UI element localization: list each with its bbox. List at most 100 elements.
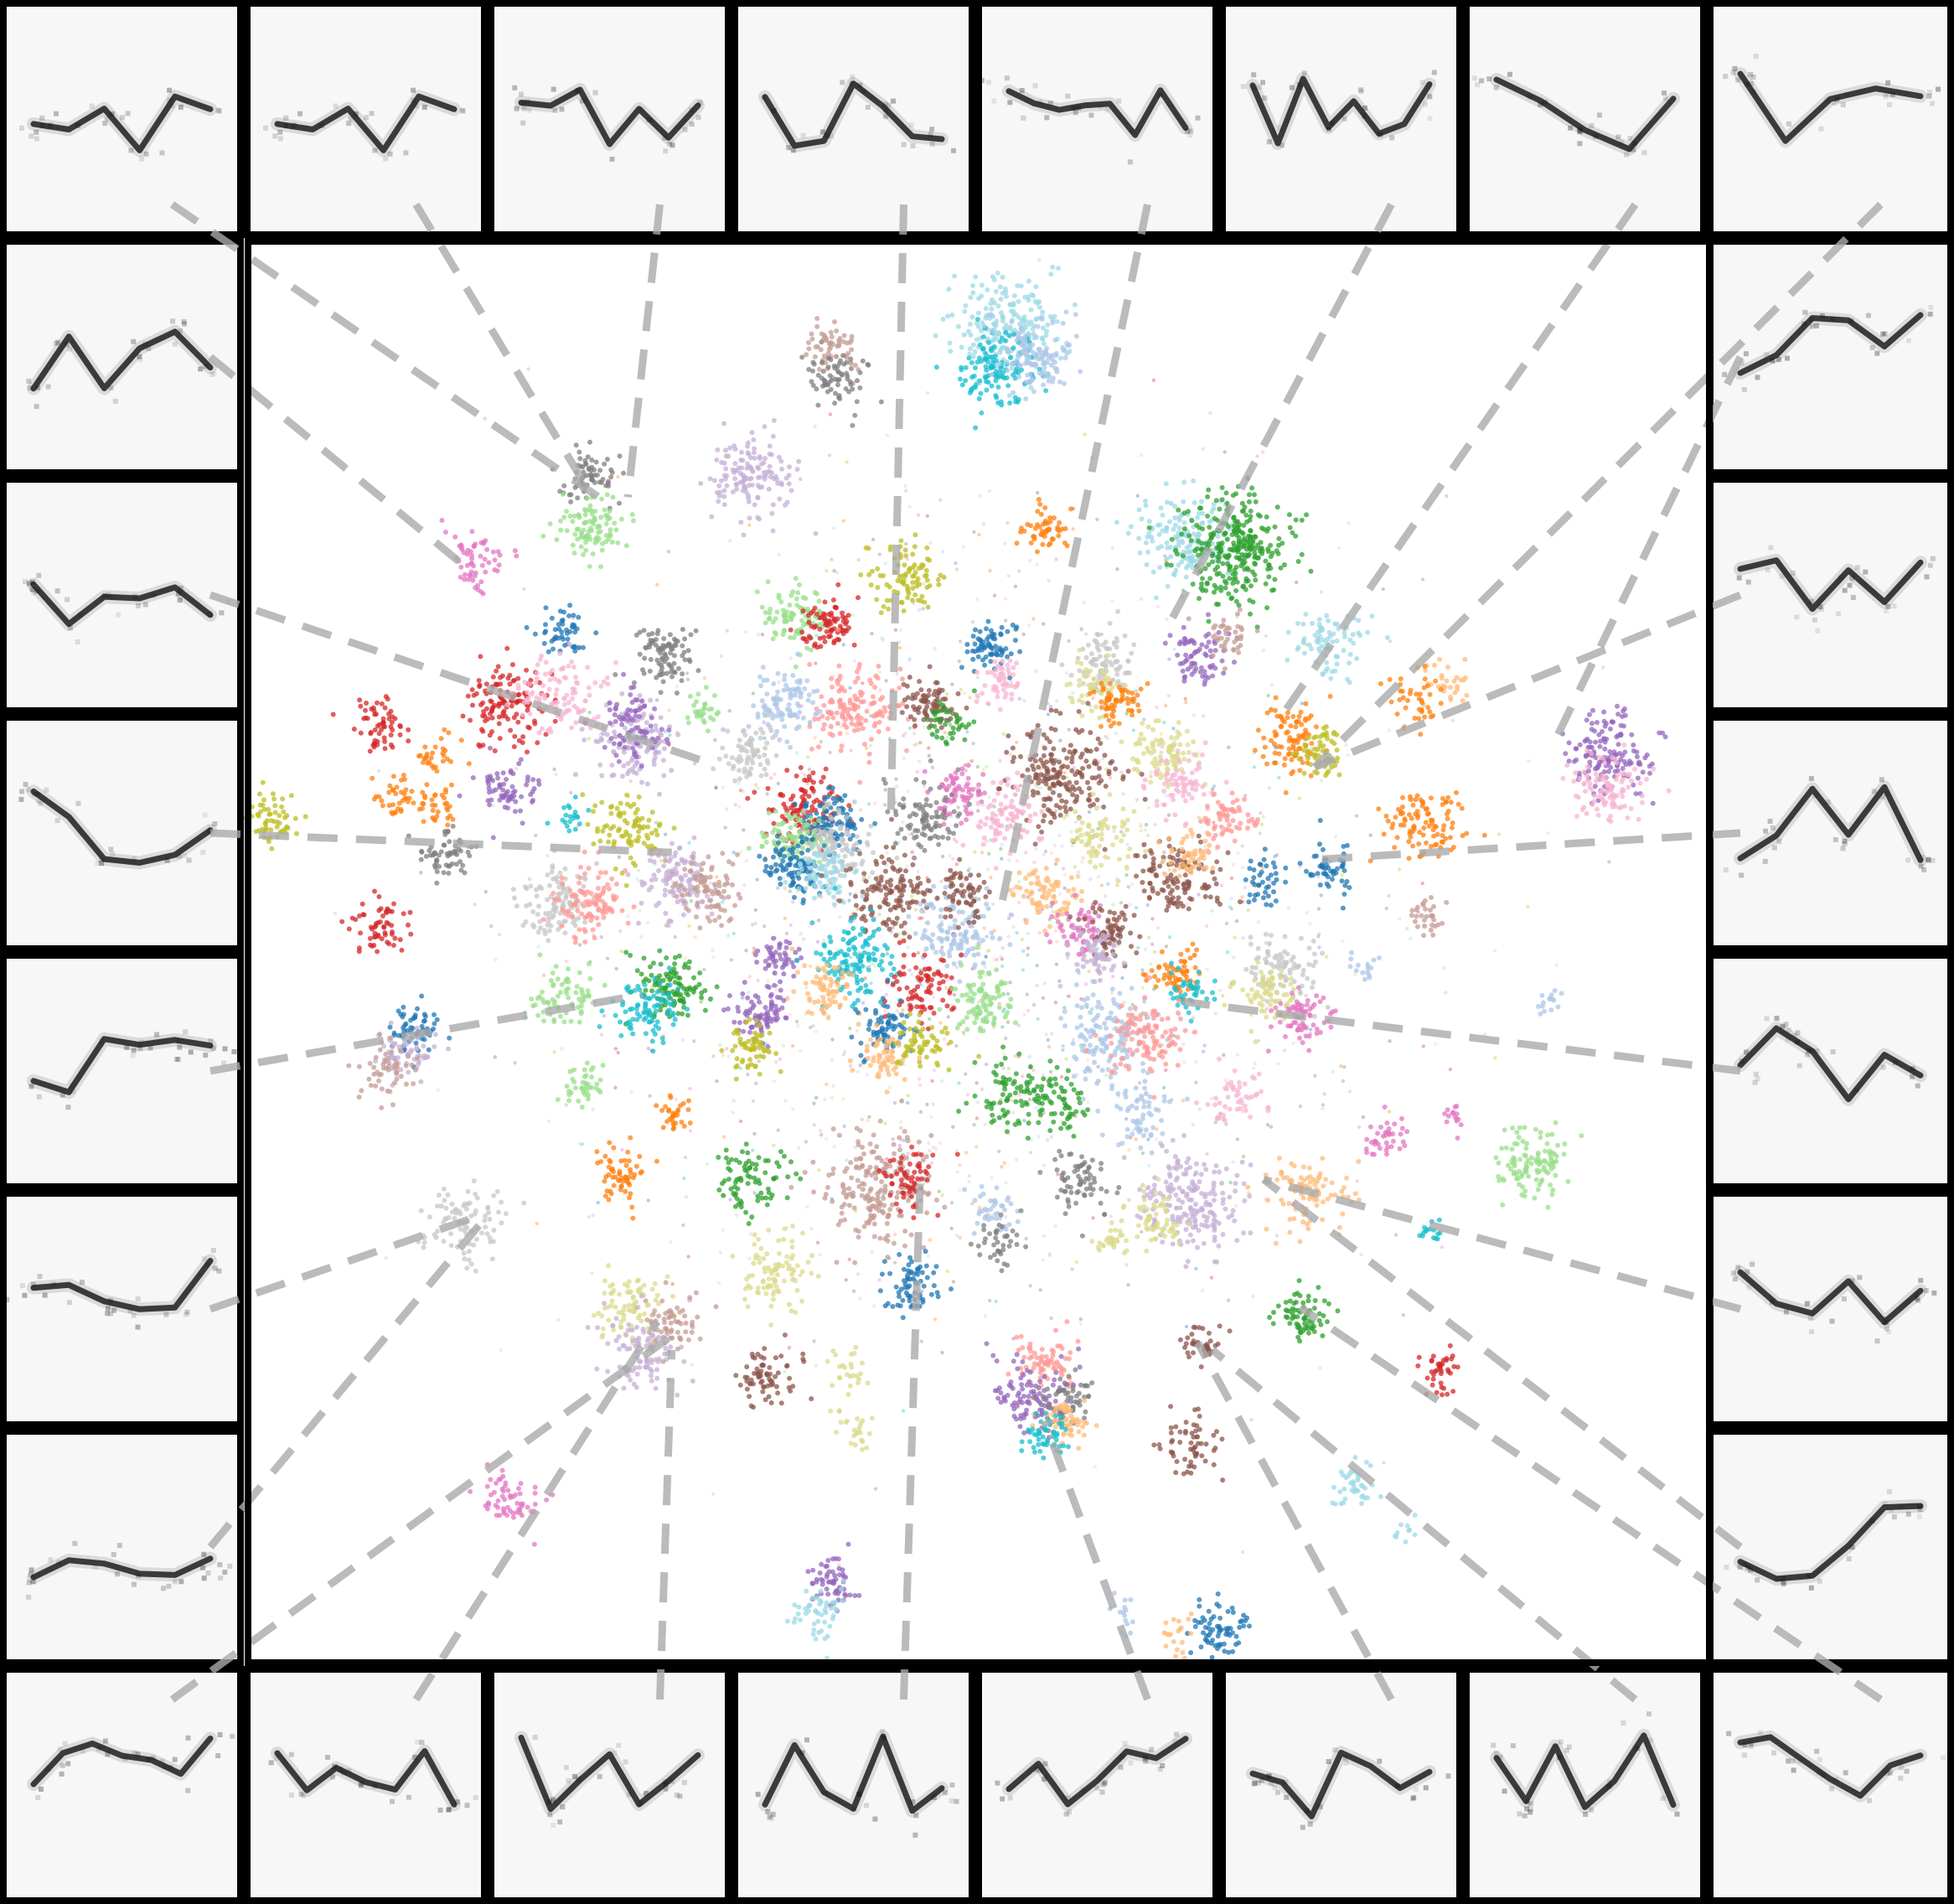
scatter-point <box>658 690 664 696</box>
scatter-point <box>527 711 533 717</box>
scatter-point <box>1110 714 1116 720</box>
scatter-point <box>669 646 674 651</box>
scatter-point <box>515 692 521 698</box>
scatter-point <box>984 955 988 959</box>
scatter-point <box>1173 522 1178 528</box>
scatter-point <box>1139 453 1144 458</box>
scatter-point <box>1046 1037 1051 1043</box>
scatter-point <box>1041 382 1047 388</box>
scatter-point <box>1026 953 1030 957</box>
scatter-point <box>821 702 827 708</box>
scatter-point <box>1204 580 1210 586</box>
scatter-point <box>382 746 388 752</box>
scatter-point <box>538 691 544 697</box>
scatter-point <box>807 719 813 725</box>
scatter-point <box>825 568 829 573</box>
scatter-point <box>685 720 691 726</box>
scatter-point <box>1191 639 1197 644</box>
scatter-point <box>1160 528 1166 534</box>
scatter-point <box>865 1073 870 1077</box>
scatter-point <box>1235 623 1241 629</box>
scatter-point <box>883 1009 888 1014</box>
scatter-point <box>1114 671 1120 677</box>
scatter-point <box>972 530 976 534</box>
scatter-point <box>1294 719 1300 725</box>
scatter-point <box>1035 323 1041 329</box>
scatter-point <box>582 535 587 541</box>
scatter-point <box>1006 574 1011 578</box>
scatter-point <box>1258 831 1263 836</box>
scatter-point <box>949 1226 954 1231</box>
scatter-point <box>1111 653 1117 659</box>
scatter-point <box>584 495 590 501</box>
scatter-point <box>1008 651 1014 657</box>
scatter-point <box>853 1146 857 1150</box>
scatter-point <box>600 477 606 482</box>
scatter-point <box>1107 680 1113 686</box>
scatter-point <box>1161 1085 1166 1090</box>
scatter-point <box>617 500 622 506</box>
scatter-point <box>787 1346 791 1350</box>
scatter-point <box>1173 547 1178 553</box>
scatter-point <box>1460 698 1466 704</box>
scatter-point <box>885 851 889 855</box>
scatter-point <box>1268 566 1274 572</box>
scatter-point <box>685 671 690 675</box>
scatter-point <box>1213 1012 1217 1016</box>
scatter-point <box>1009 980 1013 985</box>
scatter-point <box>924 584 930 590</box>
scatter-point <box>1039 335 1045 341</box>
scatter-point <box>1199 546 1205 552</box>
scatter-point <box>871 694 876 700</box>
scatter-point <box>1221 618 1227 623</box>
scatter-point <box>1210 1096 1214 1100</box>
scatter-point <box>988 312 994 318</box>
scatter-point <box>847 1257 851 1262</box>
scatter-point <box>788 488 794 494</box>
scatter-point <box>1186 562 1191 568</box>
scatter-point <box>964 1151 969 1155</box>
scatter-point <box>737 805 742 810</box>
scatter-point <box>629 700 635 706</box>
scatter-point <box>1135 702 1141 708</box>
scatter-point <box>564 692 570 698</box>
scatter-point <box>1012 638 1018 643</box>
scatter-point <box>679 678 685 684</box>
scatter-point <box>924 577 930 583</box>
scatter-point <box>718 1250 722 1255</box>
scatter-point <box>1308 568 1314 574</box>
scatter-point <box>804 986 809 990</box>
scatter-point <box>542 973 546 978</box>
scatter-point <box>1003 691 1009 696</box>
scatter-point <box>1049 1316 1053 1321</box>
scatter-point <box>1290 742 1296 748</box>
scatter-point <box>954 1148 959 1153</box>
scatter-point <box>841 361 847 367</box>
scatter-point <box>605 956 610 960</box>
scatter-point <box>706 706 712 712</box>
scatter-point <box>685 715 690 721</box>
scatter-point <box>967 346 973 352</box>
scatter-point <box>1146 805 1151 810</box>
scatter-point <box>910 850 914 854</box>
scatter-point <box>836 360 842 366</box>
scatter-point <box>843 1049 847 1054</box>
scatter-point <box>747 515 752 521</box>
scatter-point <box>738 458 744 463</box>
scatter-point <box>1028 1284 1032 1288</box>
scatter-point <box>1000 290 1005 296</box>
scatter-point <box>524 624 530 630</box>
scatter-point <box>806 346 812 352</box>
scatter-point <box>674 1097 678 1102</box>
scatter-point <box>983 379 989 385</box>
scatter-point <box>1244 546 1249 552</box>
scatter-point <box>1455 684 1460 690</box>
scatter-point <box>616 714 622 720</box>
scatter-point <box>1129 708 1135 714</box>
scatter-point <box>763 772 769 778</box>
scatter-point <box>764 469 770 475</box>
scatter-point <box>1114 697 1119 703</box>
scatter-point <box>1006 1066 1011 1071</box>
scatter-point <box>903 541 908 546</box>
scatter-point <box>980 334 986 339</box>
